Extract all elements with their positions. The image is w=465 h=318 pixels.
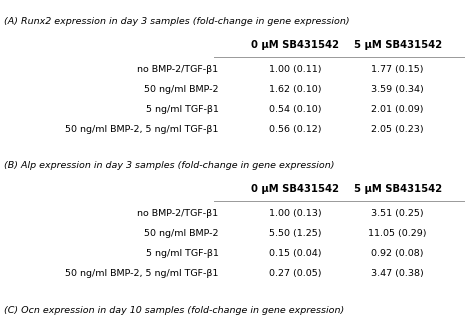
Text: no BMP-2/TGF-β1: no BMP-2/TGF-β1 <box>138 209 219 218</box>
Text: 1.00 (0.11): 1.00 (0.11) <box>269 65 321 74</box>
Text: (B) Alp expression in day 3 samples (fold-change in gene expression): (B) Alp expression in day 3 samples (fol… <box>4 161 334 170</box>
Text: (C) Ocn expression in day 10 samples (fold-change in gene expression): (C) Ocn expression in day 10 samples (fo… <box>4 306 344 315</box>
Text: 5 ng/ml TGF-β1: 5 ng/ml TGF-β1 <box>146 105 219 114</box>
Text: 50 ng/ml BMP-2, 5 ng/ml TGF-β1: 50 ng/ml BMP-2, 5 ng/ml TGF-β1 <box>65 269 219 278</box>
Text: 3.51 (0.25): 3.51 (0.25) <box>371 209 424 218</box>
Text: 11.05 (0.29): 11.05 (0.29) <box>368 229 427 238</box>
Text: 50 ng/ml BMP-2, 5 ng/ml TGF-β1: 50 ng/ml BMP-2, 5 ng/ml TGF-β1 <box>65 125 219 134</box>
Text: 0 μM SB431542: 0 μM SB431542 <box>251 39 339 50</box>
Text: 1.62 (0.10): 1.62 (0.10) <box>269 85 321 94</box>
Text: 3.47 (0.38): 3.47 (0.38) <box>371 269 424 278</box>
Text: 50 ng/ml BMP-2: 50 ng/ml BMP-2 <box>144 229 219 238</box>
Text: 0.15 (0.04): 0.15 (0.04) <box>269 249 321 258</box>
Text: 2.01 (0.09): 2.01 (0.09) <box>372 105 424 114</box>
Text: 1.77 (0.15): 1.77 (0.15) <box>372 65 424 74</box>
Text: 2.05 (0.23): 2.05 (0.23) <box>371 125 424 134</box>
Text: 3.59 (0.34): 3.59 (0.34) <box>371 85 424 94</box>
Text: 0.56 (0.12): 0.56 (0.12) <box>269 125 321 134</box>
Text: 50 ng/ml BMP-2: 50 ng/ml BMP-2 <box>144 85 219 94</box>
Text: 5.50 (1.25): 5.50 (1.25) <box>269 229 321 238</box>
Text: 0.54 (0.10): 0.54 (0.10) <box>269 105 321 114</box>
Text: 0 μM SB431542: 0 μM SB431542 <box>251 184 339 194</box>
Text: no BMP-2/TGF-β1: no BMP-2/TGF-β1 <box>138 65 219 74</box>
Text: 1.00 (0.13): 1.00 (0.13) <box>269 209 322 218</box>
Text: 0.27 (0.05): 0.27 (0.05) <box>269 269 321 278</box>
Text: 5 ng/ml TGF-β1: 5 ng/ml TGF-β1 <box>146 249 219 258</box>
Text: 5 μM SB431542: 5 μM SB431542 <box>353 184 442 194</box>
Text: 0.92 (0.08): 0.92 (0.08) <box>372 249 424 258</box>
Text: 5 μM SB431542: 5 μM SB431542 <box>353 39 442 50</box>
Text: (A) Runx2 expression in day 3 samples (fold-change in gene expression): (A) Runx2 expression in day 3 samples (f… <box>4 17 349 26</box>
